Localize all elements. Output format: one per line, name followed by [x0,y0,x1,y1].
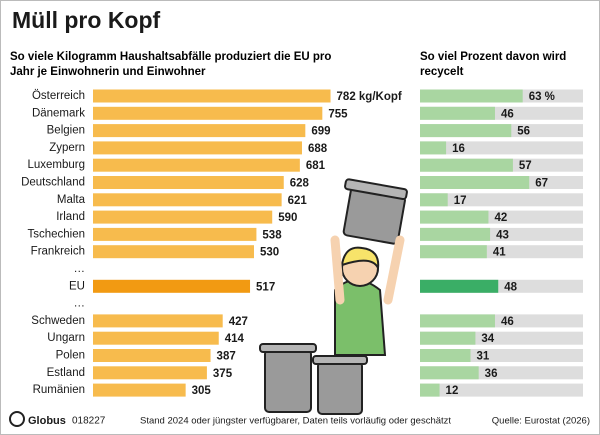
value-label: 305 [192,385,212,397]
bar [420,193,448,207]
y-tick-label: Belgien [47,125,85,137]
footer-id: 018227 [72,416,106,427]
bar-track [420,383,583,397]
bar [420,331,476,345]
y-tick-label: Tschechien [27,228,85,240]
bar [420,383,440,397]
bar [93,383,186,397]
bar [420,141,447,155]
bar-track [420,193,583,207]
bar [420,314,495,328]
value-label: 67 [535,178,548,190]
bar [93,227,257,241]
subtitle: So viele Kilogramm Haushaltsabfälle prod… [10,51,332,78]
value-label: 42 [494,212,507,224]
bar [93,245,254,259]
bar [93,89,331,103]
value-label: 63 % [529,91,555,103]
y-tick-label: Schweden [31,315,85,327]
y-tick-label: Frankreich [31,246,85,258]
bar [420,227,491,241]
value-label: 31 [477,351,490,363]
value-label: 17 [454,195,467,207]
illustration [259,178,408,415]
brand-logo [9,411,25,427]
subtitle-box: So viel Prozent davon wird recycelt [420,51,567,78]
value-label: 628 [290,178,310,190]
value-label: 46 [501,108,514,120]
bar [93,279,251,293]
bar [93,176,284,189]
value-label: 34 [481,333,494,345]
y-tick-label: Österreich [32,90,85,102]
value-label: 530 [260,247,279,259]
bar [420,279,499,293]
bar [420,106,495,120]
value-label: 688 [308,143,328,155]
y-tick-label: Rumänien [33,384,85,396]
value-label: 517 [256,281,275,293]
value-label: 699 [311,126,330,138]
value-label: 755 [328,108,348,120]
bar [93,124,306,138]
y-tick-label: Ungarn [47,332,85,344]
y-tick-label: … [74,298,86,310]
y-tick-label: Polen [56,350,85,362]
bar [420,89,523,103]
bar [420,366,479,380]
bar [93,158,300,172]
y-tick-label: Estland [47,367,85,379]
bar [93,331,219,345]
value-label: 16 [452,143,465,155]
value-label: 375 [213,368,233,380]
bar [93,210,273,224]
footer-source: Quelle: Eurostat (2026) [492,416,590,427]
bar [93,314,223,328]
y-tick-label: Zypern [49,142,85,154]
bar [420,210,489,224]
bar [420,349,471,362]
value-label: 681 [306,160,326,172]
value-label: 427 [229,316,248,328]
y-tick-label: EU [69,280,85,292]
value-label: 538 [262,229,282,241]
chart-title: Müll pro Kopf [12,7,161,33]
value-label: 57 [519,160,532,172]
value-label: 46 [501,316,514,328]
bar-track [420,141,583,155]
y-tick-label: Irland [56,211,85,223]
value-label: 590 [278,212,297,224]
y-tick-label: Luxemburg [27,159,85,171]
subtitle-box: So viele Kilogramm Haushaltsabfälle prod… [10,51,332,78]
value-label: 48 [504,281,517,293]
y-tick-label: Dänemark [32,107,85,119]
value-label: 782 kg/Kopf [337,91,402,103]
bar [93,193,282,207]
value-label: 36 [485,368,498,380]
value-label: 41 [493,247,506,259]
bar [420,158,513,172]
subtitle: So viel Prozent davon wird recycelt [420,51,567,78]
value-label: 414 [225,333,245,345]
bar [93,366,207,380]
value-label: 12 [446,385,459,397]
y-tick-label: Malta [57,194,86,206]
y-tick-label: … [74,263,86,275]
value-label: 56 [517,126,530,138]
bar [420,245,487,259]
footer-note: Stand 2024 oder jüngster verfügbarer, Da… [140,416,451,427]
bar [420,124,512,138]
brand: Globus [28,415,66,427]
value-label: 387 [217,351,236,363]
bar [93,349,211,362]
bar [93,141,302,155]
bar [420,176,530,189]
value-label: 621 [288,195,308,207]
value-label: 43 [496,229,509,241]
bar [93,106,323,120]
y-tick-label: Deutschland [21,177,85,189]
